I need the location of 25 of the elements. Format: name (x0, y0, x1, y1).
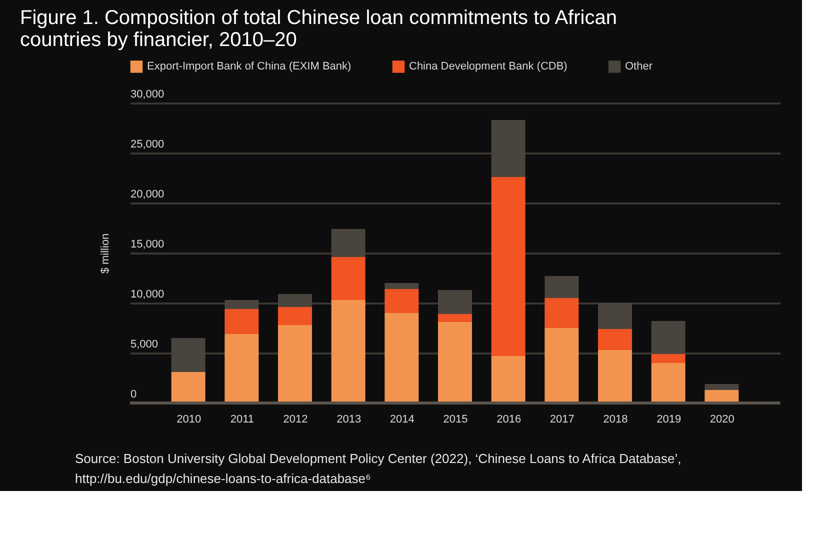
x-tick-label: 2020 (710, 414, 734, 426)
x-tick-label: 2018 (603, 414, 628, 426)
y-tick-label: 15,000 (130, 238, 164, 250)
x-tick-label: 2019 (656, 414, 682, 426)
x-tick-label: 2014 (390, 414, 414, 426)
x-tick-label: 2011 (230, 414, 254, 426)
legend-label: China Development Bank (CDB) (409, 60, 568, 73)
legend-label: Other (625, 60, 653, 73)
x-tick-label: 2015 (443, 414, 468, 426)
y-tick-label: 30,000 (130, 88, 164, 100)
text: http://bu.edu/gdp/chinese-loans-to-africa-database⁶ (75, 471, 371, 486)
legend-label: Export-Import Bank of China (EXIM Bank) (147, 60, 352, 73)
x-tick-label: 2010 (176, 414, 202, 426)
x-tick-label: 2013 (336, 414, 362, 426)
y-tick-label: 20,000 (130, 188, 164, 200)
y-axis-title: $ million (100, 233, 112, 274)
y-tick-label: 5,000 (130, 338, 158, 350)
x-tick-label: 2012 (283, 414, 308, 426)
source-note: Source: Boston University Global Development Policy Center (2022), ‘Chinese Loans to Africa Database’, (75, 451, 682, 466)
chart-title: Figure 1. Composition of total Chinese loan commitments to African countries by financier, 2010–20 (20, 7, 617, 51)
x-tick-label: 2016 (496, 414, 522, 426)
y-tick-label: 25,000 (130, 138, 164, 150)
y-tick-label: 10,000 (130, 288, 164, 300)
y-tick-label: 0 (130, 388, 137, 400)
x-tick-label: 2017 (550, 414, 574, 426)
